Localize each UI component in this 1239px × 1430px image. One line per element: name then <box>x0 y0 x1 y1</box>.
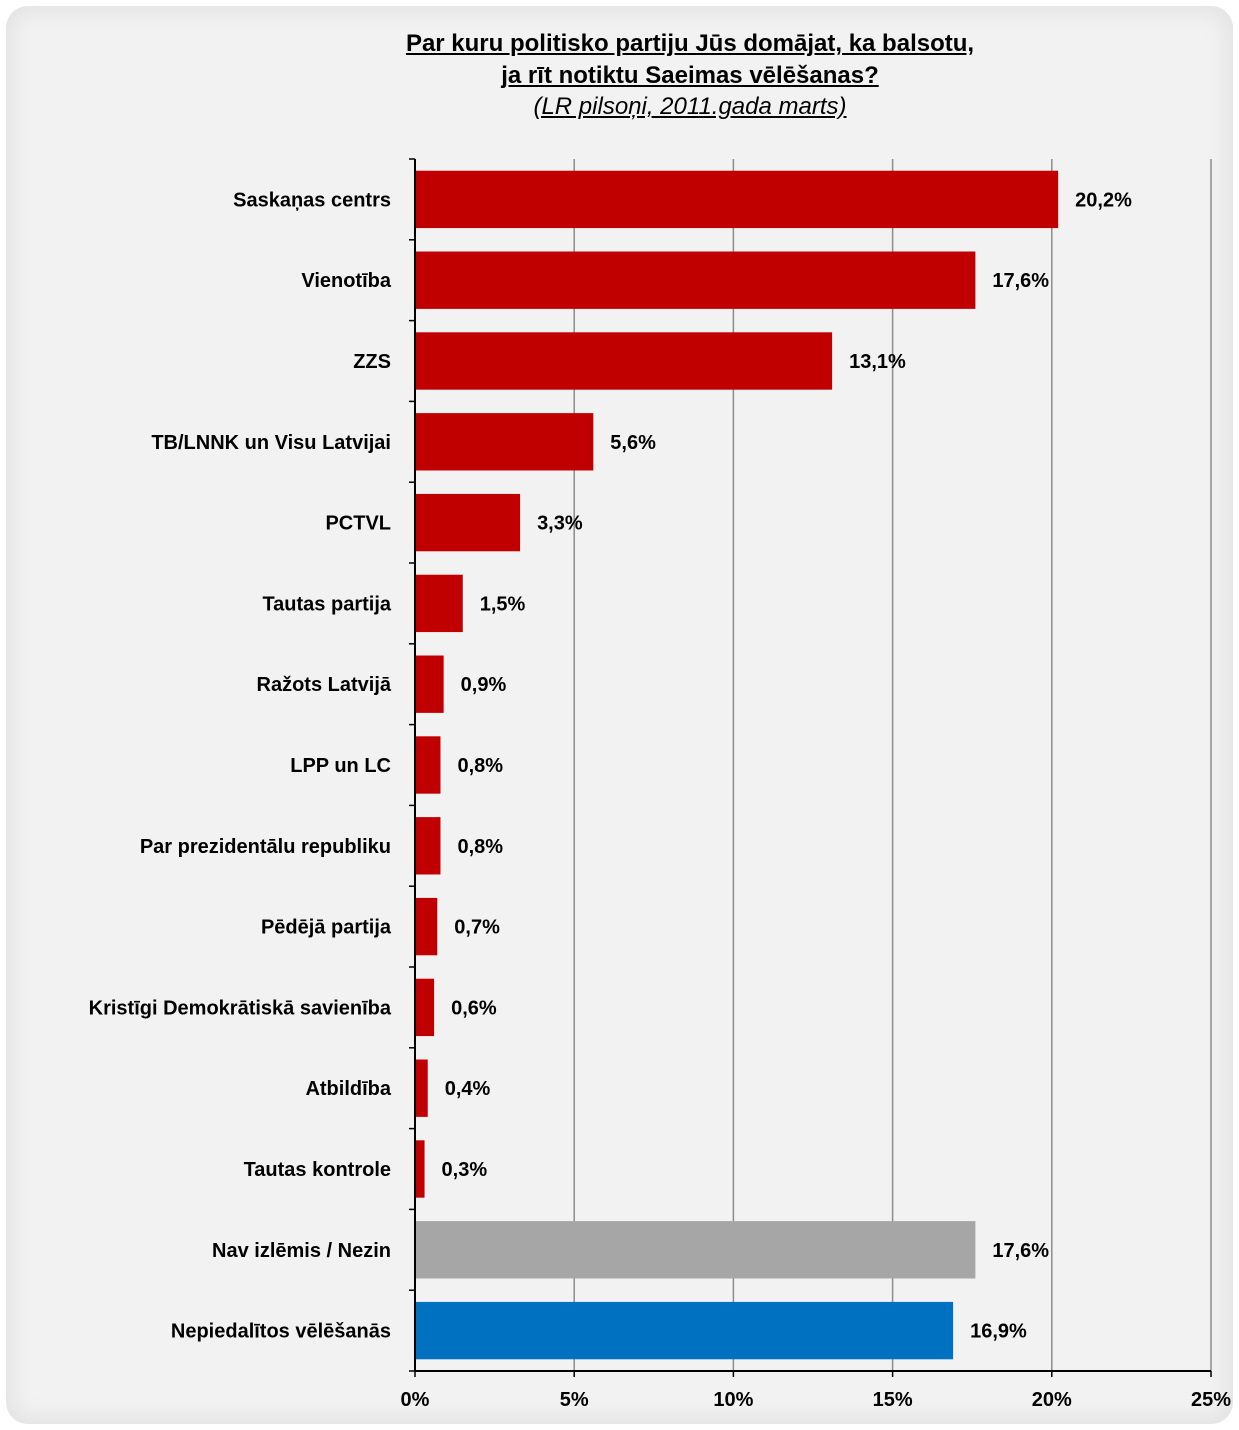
category-label: Pēdējā partija <box>261 917 392 939</box>
bar <box>415 978 435 1037</box>
data-label: 0,9% <box>461 674 507 696</box>
bar <box>415 1301 954 1360</box>
category-label: Nav izlēmis / Nezin <box>212 1240 391 1262</box>
data-label: 5,6% <box>610 432 656 454</box>
axes <box>409 158 1212 1377</box>
category-label: Atbildība <box>305 1078 391 1100</box>
chart-subtitle: (LR pilsoņi, 2011.gada marts) <box>533 93 847 120</box>
x-tick-label: 15% <box>873 1389 913 1411</box>
x-tick-label: 20% <box>1032 1389 1072 1411</box>
bar <box>415 251 976 309</box>
bar <box>415 574 463 633</box>
category-label: Vienotība <box>301 270 392 292</box>
bar <box>415 817 441 875</box>
x-tick-label: 0% <box>401 1389 430 1411</box>
bar <box>415 1140 425 1198</box>
category-label: Tautas partija <box>262 593 391 615</box>
data-label: 13,1% <box>849 351 906 373</box>
chart-title-line-2: ja rīt notiktu Saeimas vēlēšanas? <box>501 62 879 89</box>
bar <box>415 897 438 956</box>
data-label: 0,8% <box>457 755 503 777</box>
data-label: 0,3% <box>442 1159 488 1181</box>
data-label: 3,3% <box>537 513 583 535</box>
x-tick-label: 10% <box>713 1389 753 1411</box>
category-label: Kristīgi Demokrātiskā savienība <box>89 997 392 1019</box>
data-label: 0,4% <box>445 1078 491 1100</box>
bar <box>415 655 444 713</box>
bar <box>415 170 1059 229</box>
data-label: 1,5% <box>480 593 526 615</box>
category-label: Saskaņas centrs <box>233 189 391 211</box>
bar <box>415 736 441 794</box>
bar <box>415 332 833 390</box>
bar <box>415 1221 976 1279</box>
data-label: 0,7% <box>454 917 500 939</box>
category-label: Par prezidentālu republiku <box>140 836 391 858</box>
bar <box>415 413 594 471</box>
data-label: 17,6% <box>992 1240 1049 1262</box>
category-label: Nepiedalītos vēlēšanās <box>171 1321 391 1343</box>
category-label: PCTVL <box>325 513 391 535</box>
category-label: TB/LNNK un Visu Latvijai <box>151 432 391 454</box>
data-label: 17,6% <box>992 270 1049 292</box>
bar <box>415 1059 428 1117</box>
x-tick-label: 5% <box>560 1389 589 1411</box>
category-label: LPP un LC <box>290 755 391 777</box>
chart-title-block: Par kuru politisko partiju Jūs domājat, … <box>0 28 1239 122</box>
bar <box>415 493 521 552</box>
data-label: 0,6% <box>451 997 497 1019</box>
bars <box>415 170 1059 1360</box>
x-tick-label: 25% <box>1191 1389 1231 1411</box>
data-label: 20,2% <box>1075 189 1132 211</box>
chart-frame <box>6 6 1233 1424</box>
data-label: 0,8% <box>457 836 503 858</box>
category-label: Ražots Latvijā <box>257 674 392 696</box>
category-label: ZZS <box>353 351 391 373</box>
labels: 0% 5% 10% 15% 20% 25% Saskaņas centrs 20,2% Vien… <box>89 189 1232 1411</box>
data-label: 16,9% <box>970 1321 1027 1343</box>
category-label: Tautas kontrole <box>244 1159 391 1181</box>
chart-title-line-1: Par kuru politisko partiju Jūs domājat, … <box>405 30 975 57</box>
